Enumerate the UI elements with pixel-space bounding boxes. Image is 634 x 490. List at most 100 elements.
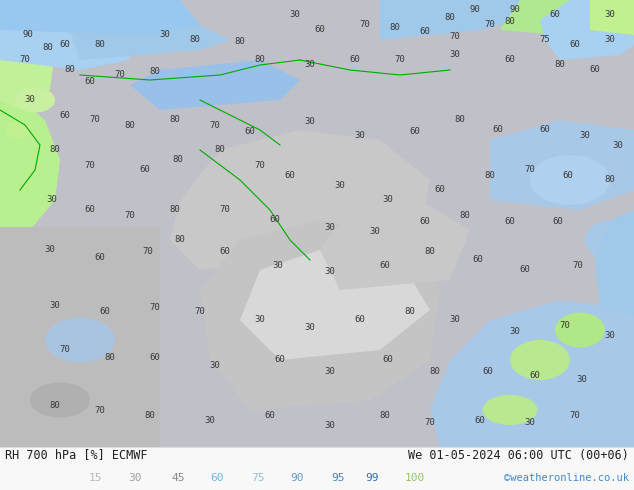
Text: 60: 60 bbox=[590, 66, 600, 74]
Polygon shape bbox=[540, 0, 634, 60]
Text: 60: 60 bbox=[493, 125, 503, 134]
Polygon shape bbox=[590, 0, 634, 35]
Text: 60: 60 bbox=[84, 77, 95, 87]
Polygon shape bbox=[380, 0, 520, 40]
Text: 30: 30 bbox=[612, 141, 623, 149]
Text: 30: 30 bbox=[579, 130, 590, 140]
Polygon shape bbox=[200, 220, 440, 410]
Text: 70: 70 bbox=[143, 247, 153, 256]
Text: 80: 80 bbox=[430, 368, 441, 376]
Text: 80: 80 bbox=[460, 211, 470, 220]
Text: 45: 45 bbox=[171, 473, 184, 483]
Text: 60: 60 bbox=[410, 127, 420, 137]
Text: 30: 30 bbox=[290, 10, 301, 20]
Text: 30: 30 bbox=[605, 330, 616, 340]
Text: 30: 30 bbox=[25, 96, 36, 104]
Bar bbox=[0, 227, 160, 447]
Text: 70: 70 bbox=[573, 261, 583, 270]
Text: 60: 60 bbox=[420, 218, 430, 226]
Text: RH 700 hPa [%] ECMWF: RH 700 hPa [%] ECMWF bbox=[5, 448, 148, 462]
Text: ©weatheronline.co.uk: ©weatheronline.co.uk bbox=[504, 473, 629, 483]
Text: 80: 80 bbox=[390, 24, 401, 32]
Text: 30: 30 bbox=[210, 361, 221, 369]
Text: 80: 80 bbox=[42, 44, 53, 52]
Text: 80: 80 bbox=[444, 14, 455, 23]
Text: 30: 30 bbox=[304, 323, 315, 333]
Text: 70: 70 bbox=[394, 55, 405, 65]
Text: 80: 80 bbox=[425, 247, 436, 256]
Text: 15: 15 bbox=[88, 473, 101, 483]
Text: 60: 60 bbox=[349, 55, 360, 65]
Text: 80: 80 bbox=[380, 411, 391, 419]
Ellipse shape bbox=[30, 383, 90, 417]
Text: 30: 30 bbox=[325, 420, 335, 430]
Text: 60: 60 bbox=[60, 111, 70, 120]
Text: 30: 30 bbox=[304, 60, 315, 70]
Text: 90: 90 bbox=[23, 30, 34, 40]
Text: 80: 80 bbox=[190, 35, 200, 45]
Text: 80: 80 bbox=[505, 18, 515, 26]
Text: 60: 60 bbox=[562, 171, 573, 179]
Text: 60: 60 bbox=[553, 218, 564, 226]
Text: 80: 80 bbox=[235, 38, 245, 47]
Text: 70: 70 bbox=[210, 121, 221, 129]
Text: 60: 60 bbox=[314, 25, 325, 34]
Text: 30: 30 bbox=[128, 473, 142, 483]
Polygon shape bbox=[0, 90, 60, 240]
Text: 90: 90 bbox=[470, 5, 481, 15]
Polygon shape bbox=[595, 210, 634, 315]
Text: 90: 90 bbox=[510, 5, 521, 15]
Text: 80: 80 bbox=[170, 205, 181, 215]
Text: 60: 60 bbox=[505, 55, 515, 65]
Text: 60: 60 bbox=[100, 308, 110, 317]
Text: 70: 70 bbox=[84, 161, 95, 170]
Text: 80: 80 bbox=[172, 155, 183, 165]
Text: 80: 80 bbox=[145, 411, 155, 419]
Text: 60: 60 bbox=[529, 370, 540, 379]
Ellipse shape bbox=[482, 395, 538, 425]
Text: 30: 30 bbox=[49, 300, 60, 310]
Text: 80: 80 bbox=[215, 146, 225, 154]
Text: 30: 30 bbox=[354, 130, 365, 140]
Text: 60: 60 bbox=[84, 205, 95, 215]
Text: 95: 95 bbox=[331, 473, 345, 483]
Polygon shape bbox=[320, 200, 470, 290]
Text: 30: 30 bbox=[325, 368, 335, 376]
Text: 70: 70 bbox=[450, 32, 460, 42]
Text: 60: 60 bbox=[569, 41, 580, 49]
Text: 70: 70 bbox=[484, 21, 495, 29]
Text: 30: 30 bbox=[325, 268, 335, 276]
Text: 30: 30 bbox=[577, 375, 587, 385]
Text: 60: 60 bbox=[354, 316, 365, 324]
Text: 80: 80 bbox=[174, 236, 185, 245]
Text: 30: 30 bbox=[370, 227, 380, 237]
Text: 80: 80 bbox=[49, 146, 60, 154]
Polygon shape bbox=[240, 250, 430, 360]
Text: 30: 30 bbox=[383, 196, 393, 204]
Ellipse shape bbox=[45, 318, 115, 363]
Polygon shape bbox=[0, 20, 130, 70]
Text: 80: 80 bbox=[170, 116, 181, 124]
Text: 80: 80 bbox=[605, 175, 616, 185]
Text: 80: 80 bbox=[150, 68, 160, 76]
Text: 60: 60 bbox=[472, 255, 483, 265]
Text: 80: 80 bbox=[455, 116, 465, 124]
Bar bbox=[0, 447, 634, 490]
Text: 70: 70 bbox=[125, 211, 136, 220]
Text: 30: 30 bbox=[44, 245, 55, 254]
Text: 60: 60 bbox=[435, 186, 445, 195]
Text: 99: 99 bbox=[365, 473, 378, 483]
Polygon shape bbox=[430, 300, 634, 447]
Text: 80: 80 bbox=[125, 121, 136, 129]
Text: 60: 60 bbox=[550, 10, 560, 20]
Text: 60: 60 bbox=[475, 416, 486, 424]
Text: 60: 60 bbox=[219, 247, 230, 256]
Text: 70: 70 bbox=[195, 308, 205, 317]
Text: 30: 30 bbox=[47, 196, 57, 204]
Text: 60: 60 bbox=[139, 166, 150, 174]
Text: 60: 60 bbox=[60, 41, 70, 49]
Text: 80: 80 bbox=[484, 171, 495, 179]
Text: 75: 75 bbox=[540, 35, 550, 45]
Text: 70: 70 bbox=[255, 161, 266, 170]
Ellipse shape bbox=[15, 88, 55, 113]
